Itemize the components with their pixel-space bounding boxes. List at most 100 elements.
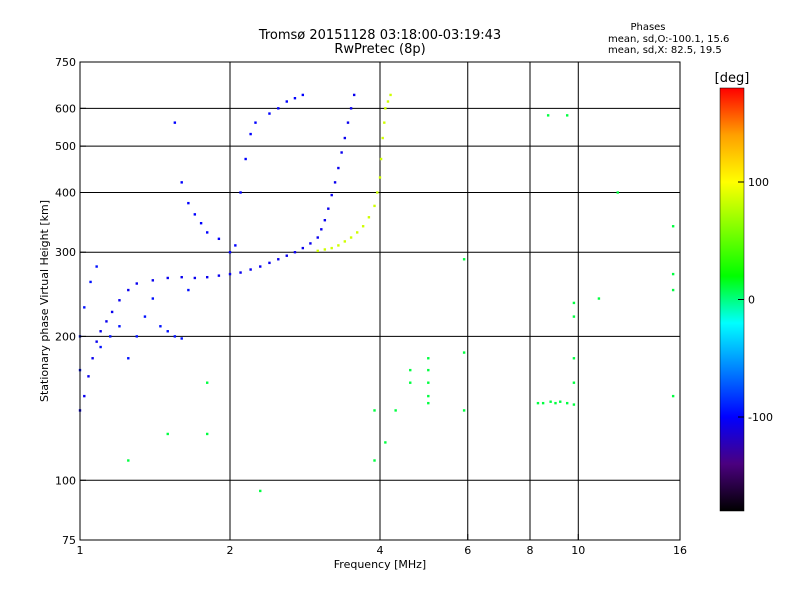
echo-point	[427, 394, 430, 398]
echo-point	[309, 242, 312, 245]
echo-point	[83, 306, 86, 309]
y-tick-label: 500	[55, 140, 76, 153]
echo-point	[285, 100, 288, 103]
colorbar-tick-label: 100	[748, 176, 769, 189]
echo-point	[127, 357, 130, 360]
echo-point	[87, 375, 90, 378]
echo-point	[127, 288, 130, 292]
echo-point	[549, 400, 552, 403]
echo-point	[244, 157, 247, 161]
echo-point	[671, 394, 675, 398]
echo-point	[671, 272, 675, 276]
echo-point	[572, 381, 576, 384]
echo-point	[166, 432, 169, 436]
echo-point	[159, 325, 162, 328]
echo-point	[228, 272, 232, 276]
echo-point	[427, 381, 430, 384]
colorbar-ticks: 100 0 -100	[738, 176, 773, 424]
echo-point	[572, 315, 576, 318]
echo-point	[572, 403, 576, 406]
echo-point	[109, 335, 112, 338]
echo-point	[205, 381, 209, 384]
echo-point	[89, 280, 92, 284]
echo-point	[166, 330, 169, 333]
echo-point	[373, 459, 376, 462]
echo-point	[180, 337, 183, 340]
echo-point	[671, 288, 675, 292]
colorbar-tick-label: -100	[748, 411, 773, 424]
echo-point	[616, 191, 619, 194]
echo-point	[277, 107, 280, 110]
echo-point	[95, 265, 98, 268]
y-tick-label: 75	[62, 534, 76, 547]
echo-point	[277, 258, 280, 261]
echo-point	[323, 248, 327, 251]
echo-point	[462, 409, 466, 412]
x-tick-label: 6	[464, 544, 471, 557]
echo-point	[135, 282, 138, 285]
echo-point	[91, 357, 94, 360]
echo-point	[95, 340, 98, 343]
colorbar-label: [deg]	[715, 71, 750, 86]
echo-point	[384, 441, 387, 444]
y-tick-label: 400	[55, 186, 76, 199]
echo-point	[110, 310, 114, 314]
echo-point	[199, 222, 203, 225]
echo-point	[205, 432, 209, 436]
echo-point	[376, 191, 379, 194]
y-tick-label: 300	[55, 246, 76, 259]
echo-point	[349, 236, 353, 239]
echo-point	[343, 136, 347, 140]
echo-point	[320, 228, 323, 231]
echo-point	[384, 107, 387, 110]
echo-point	[340, 151, 343, 154]
echo-point	[389, 93, 392, 97]
echo-point	[383, 121, 386, 124]
echo-point	[239, 191, 242, 194]
y-tick-label: 600	[55, 102, 76, 115]
echo-point	[217, 237, 221, 241]
echo-point	[285, 254, 288, 257]
y-tick-label: 200	[55, 330, 76, 343]
x-tick-label: 16	[673, 544, 687, 557]
echo-point	[180, 275, 183, 279]
echo-point	[234, 244, 237, 247]
echo-point	[346, 121, 350, 124]
echo-point	[259, 265, 262, 268]
echo-point	[541, 401, 545, 405]
echo-point	[99, 345, 102, 349]
echo-point	[572, 301, 576, 305]
echo-point	[173, 335, 177, 338]
echo-point	[205, 275, 209, 279]
echo-point	[462, 351, 466, 354]
x-axis-label: Frequency [MHz]	[334, 558, 426, 571]
echo-point	[349, 107, 353, 110]
stats-line-x: mean, sd,X: 82.5, 19.5	[608, 45, 722, 56]
echo-point	[293, 251, 297, 254]
echo-point	[118, 325, 121, 328]
echo-point	[554, 401, 557, 405]
stats-line-o: mean, sd,O:-100.1, 15.6	[608, 34, 729, 45]
echo-points	[78, 93, 675, 493]
echo-point	[343, 240, 347, 243]
echo-point	[143, 315, 147, 318]
x-tick-label: 8	[527, 544, 534, 557]
echo-point	[565, 401, 569, 405]
echo-point	[373, 409, 376, 412]
echo-point	[249, 268, 252, 271]
echo-point	[572, 357, 576, 360]
x-tick-label: 2	[227, 544, 234, 557]
echo-point	[301, 246, 305, 250]
colorbar-tick-label: 0	[748, 294, 755, 307]
echo-point	[323, 219, 327, 222]
chart-subtitle: RwPretec (8p)	[334, 42, 425, 57]
echo-point	[249, 132, 252, 136]
echo-point	[193, 276, 197, 280]
x-tick-label: 10	[571, 544, 585, 557]
echo-point	[193, 213, 197, 216]
y-tick-label: 750	[55, 56, 76, 69]
echo-point	[409, 368, 412, 372]
echo-point	[337, 244, 340, 247]
echo-point	[330, 246, 333, 250]
echo-point	[180, 181, 183, 184]
